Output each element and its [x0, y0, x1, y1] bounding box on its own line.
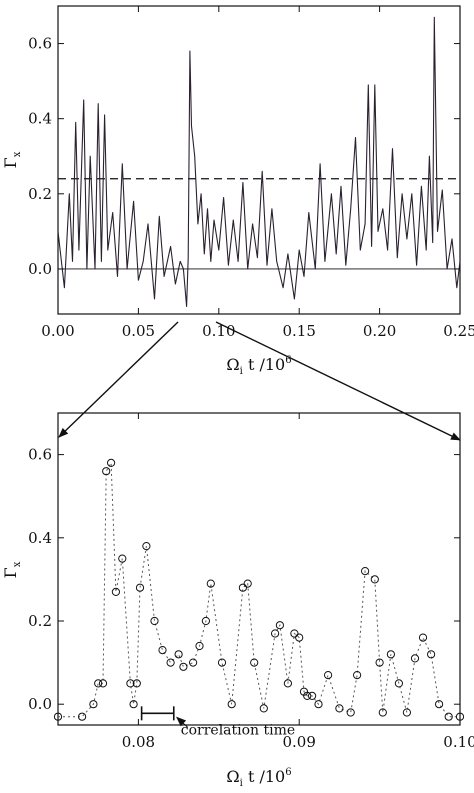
- bottom-data-point: [166, 658, 175, 667]
- bottom-data-point: [259, 704, 268, 713]
- bottom-x-axis-label: Ωi t /106: [226, 767, 291, 789]
- top-x-tick-label: 0.05: [122, 322, 155, 340]
- bottom-data-point: [118, 554, 127, 563]
- top-y-tick-label: 0.0: [28, 260, 52, 278]
- bottom-data-point: [324, 671, 333, 680]
- zoom-arrow-right: [215, 321, 461, 441]
- bottom-data-point: [370, 575, 379, 584]
- bottom-data-point: [217, 658, 227, 667]
- bottom-data-point: [353, 671, 362, 680]
- correlation-time-label: correlation time: [181, 722, 295, 738]
- bottom-data-point: [346, 708, 355, 717]
- bottom-data-point: [375, 658, 384, 667]
- bottom-x-tick-label: 0.09: [282, 733, 315, 751]
- bottom-y-tick-label: 0.0: [28, 695, 52, 713]
- bottom-data-point: [142, 542, 151, 551]
- top-y-tick-label: 0.2: [28, 185, 52, 203]
- zoom-arrow-left: [58, 321, 179, 438]
- bottom-data-point: [308, 691, 317, 701]
- bottom-data-point: [394, 679, 403, 688]
- top-series-line: [57, 16, 461, 308]
- bottom-data-point: [206, 579, 215, 588]
- bottom-data-point: [427, 650, 436, 659]
- bottom-data-point: [361, 567, 370, 576]
- bottom-plot-frame: [57, 412, 461, 726]
- bottom-data-point: [435, 700, 444, 709]
- bottom-data-point: [174, 650, 183, 659]
- bottom-data-point: [129, 700, 138, 709]
- top-panel: 0.00 0.05 0.10 0.15 0.20 0.25 0.0 0.2 0.4 0.6 Ωi…: [1, 5, 474, 377]
- top-y-tick-label: 0.4: [28, 110, 52, 128]
- bottom-data-point: [89, 700, 98, 709]
- bottom-data-point: [94, 679, 103, 688]
- top-x-tick-label: 0.00: [41, 322, 74, 340]
- bottom-data-point: [418, 633, 428, 642]
- bottom-series-points: [53, 458, 465, 721]
- bottom-data-point: [243, 579, 252, 588]
- bottom-y-ticks: 0.0 0.2 0.4 0.6: [28, 446, 460, 713]
- bottom-data-point: [250, 658, 259, 667]
- bottom-x-tick-label: 0.10: [443, 733, 474, 751]
- bottom-data-point: [201, 616, 210, 626]
- bottom-data-point: [179, 662, 188, 671]
- bottom-x-tick-label: 0.08: [122, 733, 155, 751]
- bottom-data-point: [386, 650, 395, 659]
- top-plot-frame: [57, 5, 461, 315]
- bottom-data-point: [189, 658, 198, 667]
- bottom-data-point: [314, 700, 323, 709]
- bottom-data-point: [283, 679, 292, 688]
- bottom-data-point: [275, 621, 284, 630]
- bottom-data-point: [410, 654, 420, 663]
- bottom-data-point: [378, 708, 387, 717]
- zoom-arrows: [58, 321, 461, 441]
- top-x-tick-label: 0.10: [202, 322, 235, 340]
- bottom-data-point: [107, 458, 116, 467]
- top-y-tick-label: 0.6: [28, 35, 52, 53]
- bottom-data-point: [111, 587, 121, 597]
- bottom-data-point: [53, 712, 63, 721]
- bottom-data-point: [303, 691, 312, 701]
- bottom-data-point: [402, 708, 411, 717]
- top-x-axis-label: Ωi t /106: [226, 355, 291, 377]
- bottom-data-point: [238, 583, 247, 592]
- bottom-y-axis-label: Γx: [1, 561, 23, 578]
- correlation-time-bar: [140, 706, 189, 728]
- bottom-data-point: [195, 641, 204, 651]
- top-x-ticks: 0.00 0.05 0.10 0.15 0.20 0.25: [41, 6, 474, 340]
- top-x-tick-label: 0.25: [443, 322, 474, 340]
- bottom-data-point: [271, 629, 280, 638]
- bottom-data-point: [444, 712, 453, 721]
- bottom-data-point: [290, 629, 299, 638]
- bottom-y-tick-label: 0.4: [28, 529, 52, 547]
- top-y-ticks: 0.0 0.2 0.4 0.6: [28, 35, 460, 278]
- bottom-data-point: [126, 679, 135, 688]
- bottom-y-tick-label: 0.2: [28, 612, 52, 630]
- bottom-panel: 0.08 0.09 0.10 0.0 0.2 0.4 0.6 correlation ti…: [1, 412, 474, 789]
- bottom-data-point: [150, 616, 159, 626]
- top-x-tick-label: 0.15: [282, 322, 315, 340]
- bottom-x-ticks: 0.08 0.09 0.10: [122, 413, 474, 751]
- top-x-tick-label: 0.20: [363, 322, 396, 340]
- bottom-data-point: [102, 467, 111, 476]
- bottom-data-point: [335, 704, 344, 713]
- bottom-data-point: [98, 679, 108, 688]
- bottom-y-tick-label: 0.6: [28, 446, 52, 464]
- bottom-data-point: [295, 633, 304, 642]
- bottom-data-point: [132, 679, 141, 688]
- top-y-axis-label: Γx: [1, 151, 23, 168]
- bottom-data-point: [158, 646, 167, 655]
- bottom-data-point: [135, 583, 145, 592]
- bottom-data-point: [78, 712, 87, 721]
- bottom-data-point: [227, 700, 236, 709]
